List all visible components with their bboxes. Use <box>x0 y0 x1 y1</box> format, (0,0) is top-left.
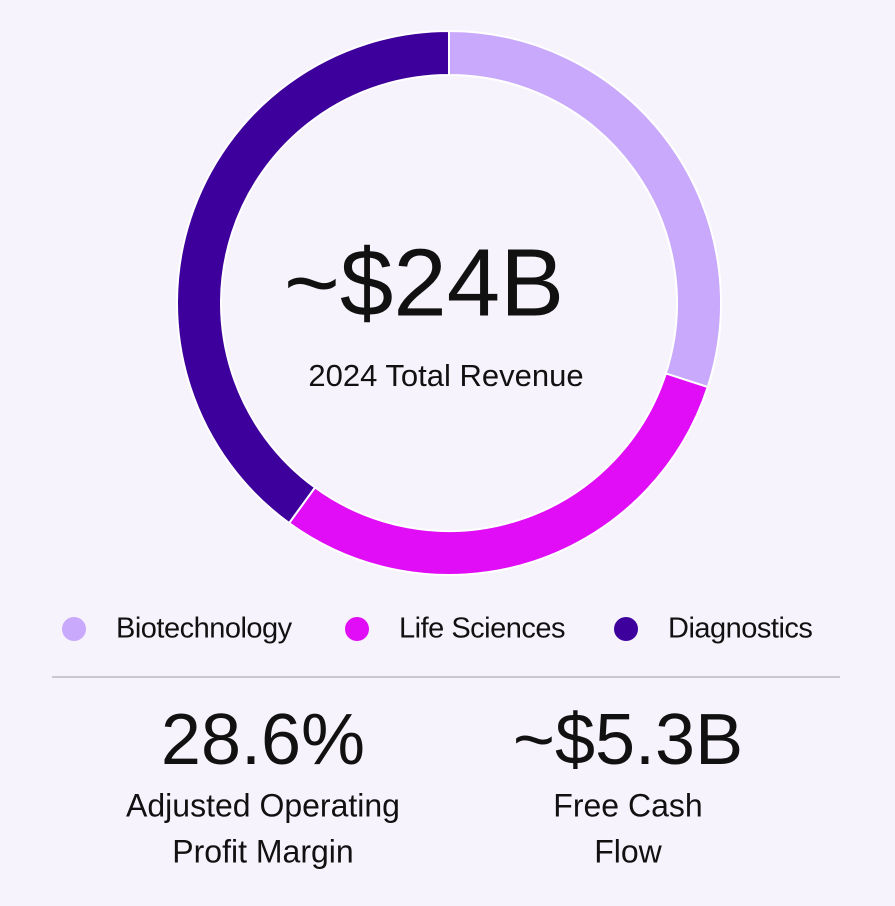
legend-swatch <box>614 617 638 641</box>
legend-label: Biotechnology <box>116 613 293 645</box>
legend-label: Life Sciences <box>399 613 565 645</box>
legend-label: Diagnostics <box>668 613 812 645</box>
stat-value: ~$5.3B <box>513 700 743 780</box>
stat-label: Adjusted Operating <box>126 787 400 823</box>
stats: 28.6% Adjusted Operating Profit Margin ~$5.… <box>126 700 743 869</box>
center-label: 2024 Total Revenue <box>308 358 583 393</box>
donut-segment <box>176 29 450 525</box>
center-value: ~$24B <box>284 229 564 336</box>
stat-value: 28.6% <box>161 700 365 780</box>
legend-swatch <box>62 617 86 641</box>
stat-label: Free Cash <box>553 787 702 823</box>
donut <box>176 29 722 576</box>
legend-swatch <box>345 617 369 641</box>
legend: Biotechnology Life Sciences Diagnostics <box>62 613 813 645</box>
stat-label: Profit Margin <box>172 833 353 869</box>
stat-label: Flow <box>594 833 662 869</box>
